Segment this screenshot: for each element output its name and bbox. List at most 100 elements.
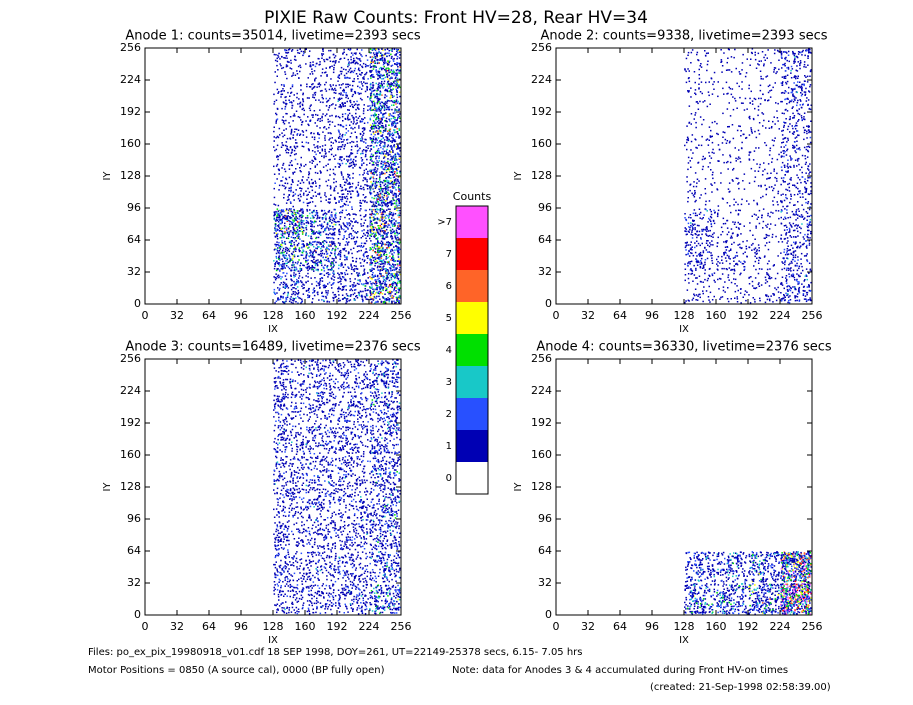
count-pixel	[376, 160, 378, 162]
count-pixel	[349, 77, 351, 79]
count-pixel	[378, 218, 380, 220]
count-pixel	[387, 168, 389, 170]
count-pixel	[329, 188, 332, 190]
count-pixel	[388, 164, 390, 166]
count-pixel	[394, 125, 397, 127]
count-pixel	[342, 94, 344, 96]
count-pixel	[366, 188, 369, 190]
count-pixel	[365, 146, 367, 148]
count-pixel	[317, 193, 319, 195]
count-pixel	[332, 275, 334, 277]
count-pixel	[383, 219, 386, 222]
footer-created: (created: 21-Sep-1998 02:58:39.00)	[650, 682, 831, 693]
count-pixel	[333, 218, 336, 221]
count-pixel	[373, 293, 376, 296]
count-pixel	[325, 128, 328, 130]
count-pixel	[317, 83, 319, 85]
count-pixel	[345, 128, 347, 130]
count-pixel	[279, 215, 281, 218]
count-pixel	[274, 219, 276, 221]
count-pixel	[283, 193, 285, 196]
count-pixel	[292, 227, 295, 229]
count-pixel	[325, 250, 327, 252]
count-pixel	[367, 65, 369, 67]
count-pixel	[274, 276, 276, 279]
count-pixel	[355, 108, 357, 111]
count-pixel	[384, 103, 386, 106]
count-pixel	[303, 245, 305, 248]
count-pixel	[311, 268, 314, 271]
count-pixel	[326, 74, 328, 76]
count-pixel	[371, 164, 374, 166]
count-pixel	[322, 113, 324, 115]
count-pixel	[366, 255, 368, 258]
count-pixel	[373, 124, 375, 127]
count-pixel	[301, 121, 303, 124]
count-pixel	[338, 264, 340, 267]
count-pixel	[288, 254, 290, 256]
count-pixel	[292, 302, 294, 304]
count-pixel	[371, 293, 373, 295]
count-pixel	[335, 84, 337, 87]
count-pixel	[386, 232, 389, 235]
image	[273, 48, 401, 304]
count-pixel	[344, 113, 347, 115]
count-pixel	[369, 48, 372, 50]
count-pixel	[309, 50, 311, 52]
count-pixel	[700, 281, 702, 283]
count-pixel	[382, 188, 385, 190]
count-pixel	[312, 241, 314, 243]
count-pixel	[328, 227, 330, 230]
count-pixel	[360, 249, 362, 252]
count-pixel	[290, 133, 292, 135]
count-pixel	[328, 151, 330, 153]
count-pixel	[313, 86, 315, 89]
count-pixel	[377, 137, 380, 139]
count-pixel	[309, 252, 311, 254]
count-pixel	[280, 96, 282, 98]
count-pixel	[367, 121, 369, 124]
count-pixel	[285, 278, 288, 281]
count-pixel	[354, 243, 356, 245]
count-pixel	[286, 218, 288, 220]
count-pixel	[285, 260, 287, 262]
count-pixel	[275, 243, 278, 246]
count-pixel	[306, 217, 309, 219]
count-pixel	[369, 286, 371, 288]
count-pixel	[398, 78, 401, 80]
count-pixel	[322, 101, 324, 104]
count-pixel	[718, 288, 720, 290]
count-pixel	[287, 233, 290, 236]
count-pixel	[286, 145, 288, 148]
count-pixel	[359, 86, 361, 89]
count-pixel	[325, 164, 327, 167]
count-pixel	[361, 163, 363, 165]
count-pixel	[375, 48, 377, 50]
count-pixel	[342, 120, 344, 122]
count-pixel	[325, 152, 327, 154]
count-pixel	[356, 48, 358, 51]
count-pixel	[279, 270, 281, 272]
count-pixel	[353, 90, 356, 93]
count-pixel	[300, 170, 302, 173]
count-pixel	[385, 150, 387, 152]
count-pixel	[704, 278, 706, 281]
count-pixel	[312, 268, 315, 271]
count-pixel	[379, 229, 382, 231]
count-pixel	[316, 163, 318, 166]
count-pixel	[327, 273, 330, 276]
count-pixel	[290, 245, 293, 247]
count-pixel	[338, 135, 341, 138]
count-pixel	[277, 158, 279, 161]
count-pixel	[393, 208, 396, 210]
count-pixel	[776, 272, 779, 275]
count-pixel	[285, 262, 287, 265]
count-pixel	[353, 57, 355, 60]
count-pixel	[392, 281, 395, 283]
count-pixel	[345, 209, 347, 211]
count-pixel	[737, 289, 739, 292]
count-pixel	[332, 263, 335, 265]
count-pixel	[311, 229, 313, 231]
count-pixel	[339, 185, 342, 188]
count-pixel	[379, 84, 382, 87]
